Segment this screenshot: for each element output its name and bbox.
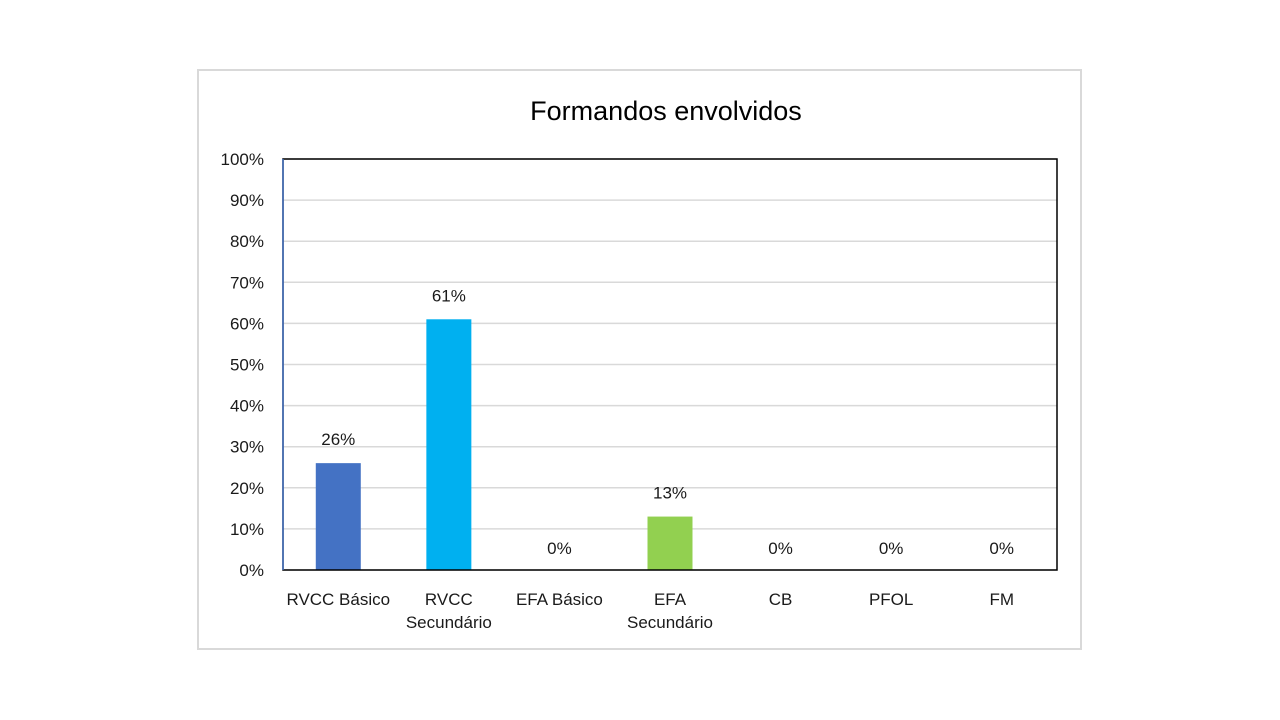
data-label: 0%: [989, 539, 1014, 558]
gridlines: [283, 158, 1057, 571]
data-label: 13%: [653, 484, 687, 503]
bar: [315, 463, 361, 570]
y-tick-label: 100%: [221, 150, 264, 169]
y-tick-label: 0%: [239, 561, 264, 580]
bars: [315, 319, 693, 570]
y-axis-ticks: 0% 10% 20% 30% 40% 50% 60% 70% 80% 90% 100%: [221, 150, 264, 580]
data-label: 0%: [768, 539, 793, 558]
y-tick-label: 80%: [230, 232, 264, 251]
x-tick-label: EFA Básico: [516, 590, 603, 609]
x-tick-label: EFA Secundário: [627, 590, 713, 632]
data-label: 0%: [879, 539, 904, 558]
data-labels: 26% 61% 0% 13% 0% 0% 0%: [321, 286, 1014, 558]
data-label: 26%: [321, 430, 355, 449]
bar: [647, 516, 693, 570]
bar-chart: Formandos envolvidos 0% 10% 20% 30% 40% 50% 60…: [221, 96, 1058, 632]
data-label: 0%: [547, 539, 572, 558]
y-tick-label: 20%: [230, 479, 264, 498]
y-tick-label: 60%: [230, 314, 264, 333]
y-tick-label: 90%: [230, 191, 264, 210]
y-tick-label: 30%: [230, 438, 264, 457]
bar: [426, 319, 472, 570]
chart-frame: Formandos envolvidos 0% 10% 20% 30% 40% 50% 60…: [197, 69, 1082, 650]
x-tick-label: PFOL: [869, 590, 913, 609]
y-tick-label: 70%: [230, 273, 264, 292]
data-label: 61%: [432, 286, 466, 305]
y-tick-label: 10%: [230, 520, 264, 539]
y-tick-label: 50%: [230, 356, 264, 375]
x-tick-label: RVCC Secundário: [406, 590, 492, 632]
x-tick-label: CB: [769, 590, 793, 609]
chart-title: Formandos envolvidos: [530, 96, 802, 126]
y-tick-label: 40%: [230, 397, 264, 416]
x-tick-label: FM: [989, 590, 1014, 609]
x-axis-ticks: RVCC Básico RVCC Secundário EFA Básico EFA Se…: [286, 590, 1014, 632]
x-tick-label: RVCC Básico: [286, 590, 390, 609]
